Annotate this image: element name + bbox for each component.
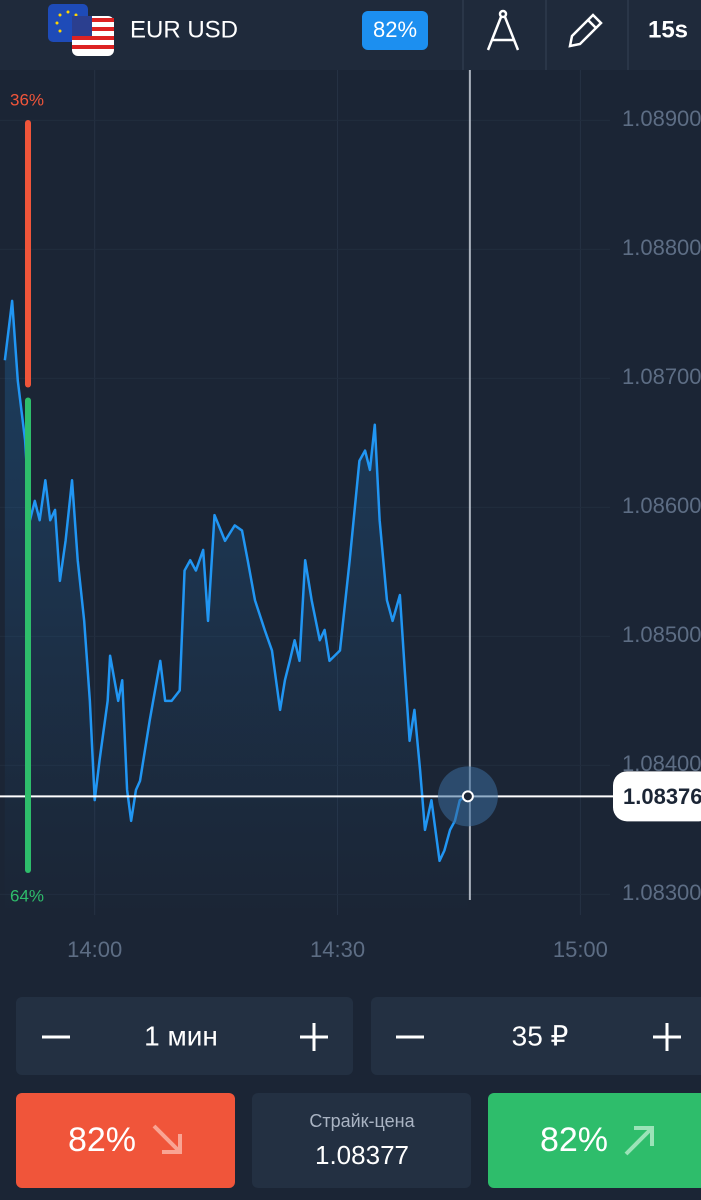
y-tick-label: 1.08700	[622, 364, 701, 389]
pencil-icon[interactable]	[568, 13, 603, 48]
sentiment-label: 64%	[10, 886, 44, 905]
put-button[interactable]	[16, 1093, 235, 1188]
duration-control	[16, 997, 353, 1075]
asset-pair[interactable]: EUR USD	[130, 16, 238, 43]
strike-label: Страйк-цена	[309, 1111, 415, 1131]
amount-value[interactable]: 35 ₽	[512, 1020, 569, 1051]
y-tick-label: 1.08800	[622, 235, 701, 260]
area-fill	[4, 300, 468, 915]
put-payout: 82%	[68, 1121, 136, 1159]
chart: 14:00 14:30 15:00 1.08900 1.08800 1.08700 1.08…	[0, 70, 701, 962]
separator	[545, 0, 547, 70]
down-arrow	[152, 1124, 182, 1154]
sentiment-bar	[25, 397, 31, 873]
us-flag	[72, 16, 114, 56]
sentiment-bar	[25, 120, 31, 388]
price-dot	[461, 790, 474, 803]
payout-text: 82%	[373, 17, 417, 42]
y-tick-label: 1.08300	[622, 880, 701, 905]
timeframe[interactable]: 15s	[648, 16, 688, 43]
separator	[627, 0, 629, 70]
header	[0, 0, 701, 70]
y-tick-label: 1.08900	[622, 106, 701, 131]
up-arrow	[624, 1126, 654, 1156]
strike-box	[252, 1093, 471, 1188]
y-tick-label: 1.08600	[622, 493, 701, 518]
duration-minus-plus[interactable]	[42, 1023, 328, 1051]
payout-badge	[362, 11, 428, 50]
amount-minus-plus[interactable]	[396, 1023, 681, 1051]
price-label-box	[613, 771, 701, 822]
x-tick-label: 14:00	[67, 937, 122, 962]
amount-control	[371, 997, 701, 1075]
current-price-label: 1.08376	[623, 784, 701, 809]
sentiment-label: 36%	[10, 90, 44, 109]
duration-value[interactable]: 1 мин	[144, 1020, 218, 1051]
x-tick-label: 14:30	[310, 937, 365, 962]
compass-icon[interactable]	[486, 9, 520, 51]
price-line	[3, 299, 469, 863]
y-tick-label: 1.08500	[622, 622, 701, 647]
strike-value: 1.08377	[315, 1140, 409, 1170]
x-tick-label: 15:00	[553, 937, 608, 962]
call-button[interactable]	[488, 1093, 701, 1188]
separator	[462, 0, 464, 70]
call-payout: 82%	[540, 1121, 608, 1159]
